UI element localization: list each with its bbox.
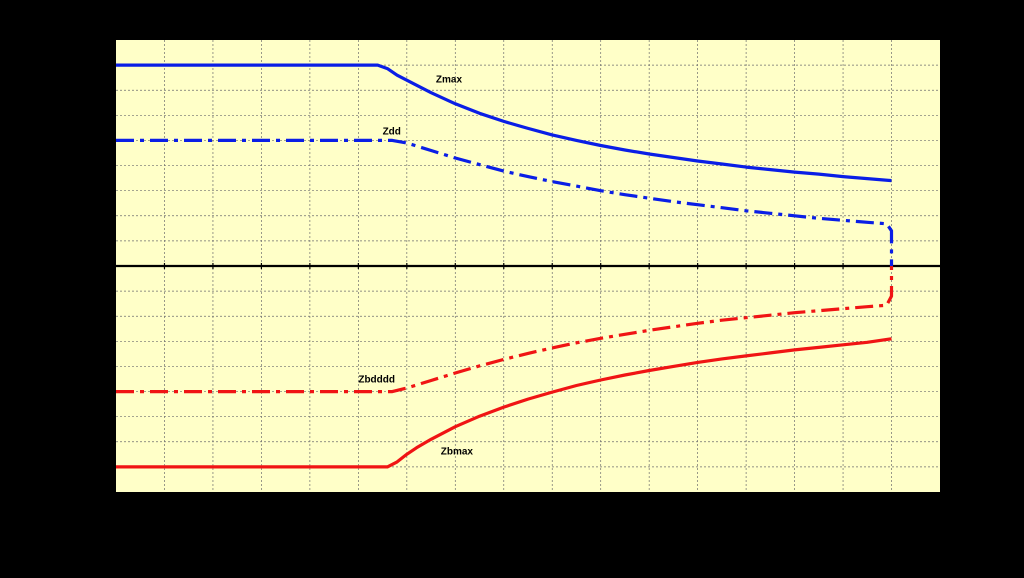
x-tick-label: 60 xyxy=(403,505,411,512)
y-tick-label: 0 xyxy=(107,264,111,271)
series-line-zmax xyxy=(116,63,892,183)
x-tick-label: 120 xyxy=(692,505,704,512)
y-tick-label: 200 xyxy=(99,163,111,170)
y-tick-label: 300 xyxy=(99,113,111,120)
y-tick-label: -450 xyxy=(97,490,111,497)
x-axis-title: Cross-Section Station (ft) xyxy=(477,523,578,533)
x-tick-label: 20 xyxy=(209,505,217,512)
x-tick-label: 80 xyxy=(500,505,508,512)
y-tick-label: 250 xyxy=(99,138,111,145)
axes xyxy=(116,263,940,269)
y-tick-label: 50 xyxy=(103,238,111,245)
y-tick-label: -300 xyxy=(97,414,111,421)
series-line-zbdddd xyxy=(116,266,894,394)
series-label-zdd: Zdd xyxy=(383,126,401,137)
y-tick-label: 150 xyxy=(99,188,111,195)
y-tick-label: -250 xyxy=(97,389,111,396)
tick-labels: 0 20 40 60 80 100 120 140 160 450 400 350 300 250 200 1… xyxy=(97,38,897,513)
y-tick-label: -50 xyxy=(101,289,111,296)
series-labels: Zmax Zdd Zbdddd Zbmax xyxy=(358,75,473,458)
y-tick-label: -100 xyxy=(97,314,111,321)
x-tick-label: 40 xyxy=(306,505,314,512)
series-lines xyxy=(116,63,894,469)
x-tick-label: 100 xyxy=(595,505,607,512)
series-label-zbdddd: Zbdddd xyxy=(358,375,395,386)
y-tick-label: -350 xyxy=(97,439,111,446)
y-tick-label: -200 xyxy=(97,364,111,371)
series-line-zbmax xyxy=(116,337,892,469)
y-tick-label: 450 xyxy=(99,38,111,45)
y-tick-label: -150 xyxy=(97,339,111,346)
y-tick-label: 350 xyxy=(99,88,111,95)
x-tick-label: 140 xyxy=(789,505,801,512)
y-tick-label: -400 xyxy=(97,464,111,471)
y-tick-label: 400 xyxy=(99,63,111,70)
y-tick-label: 100 xyxy=(99,213,111,220)
series-label-zbmax: Zbmax xyxy=(441,446,474,457)
x-tick-label: 0 xyxy=(114,505,118,512)
series-label-zmax: Zmax xyxy=(436,75,463,86)
x-tick-label: 160 xyxy=(886,505,898,512)
series-line-zdd xyxy=(116,138,894,266)
